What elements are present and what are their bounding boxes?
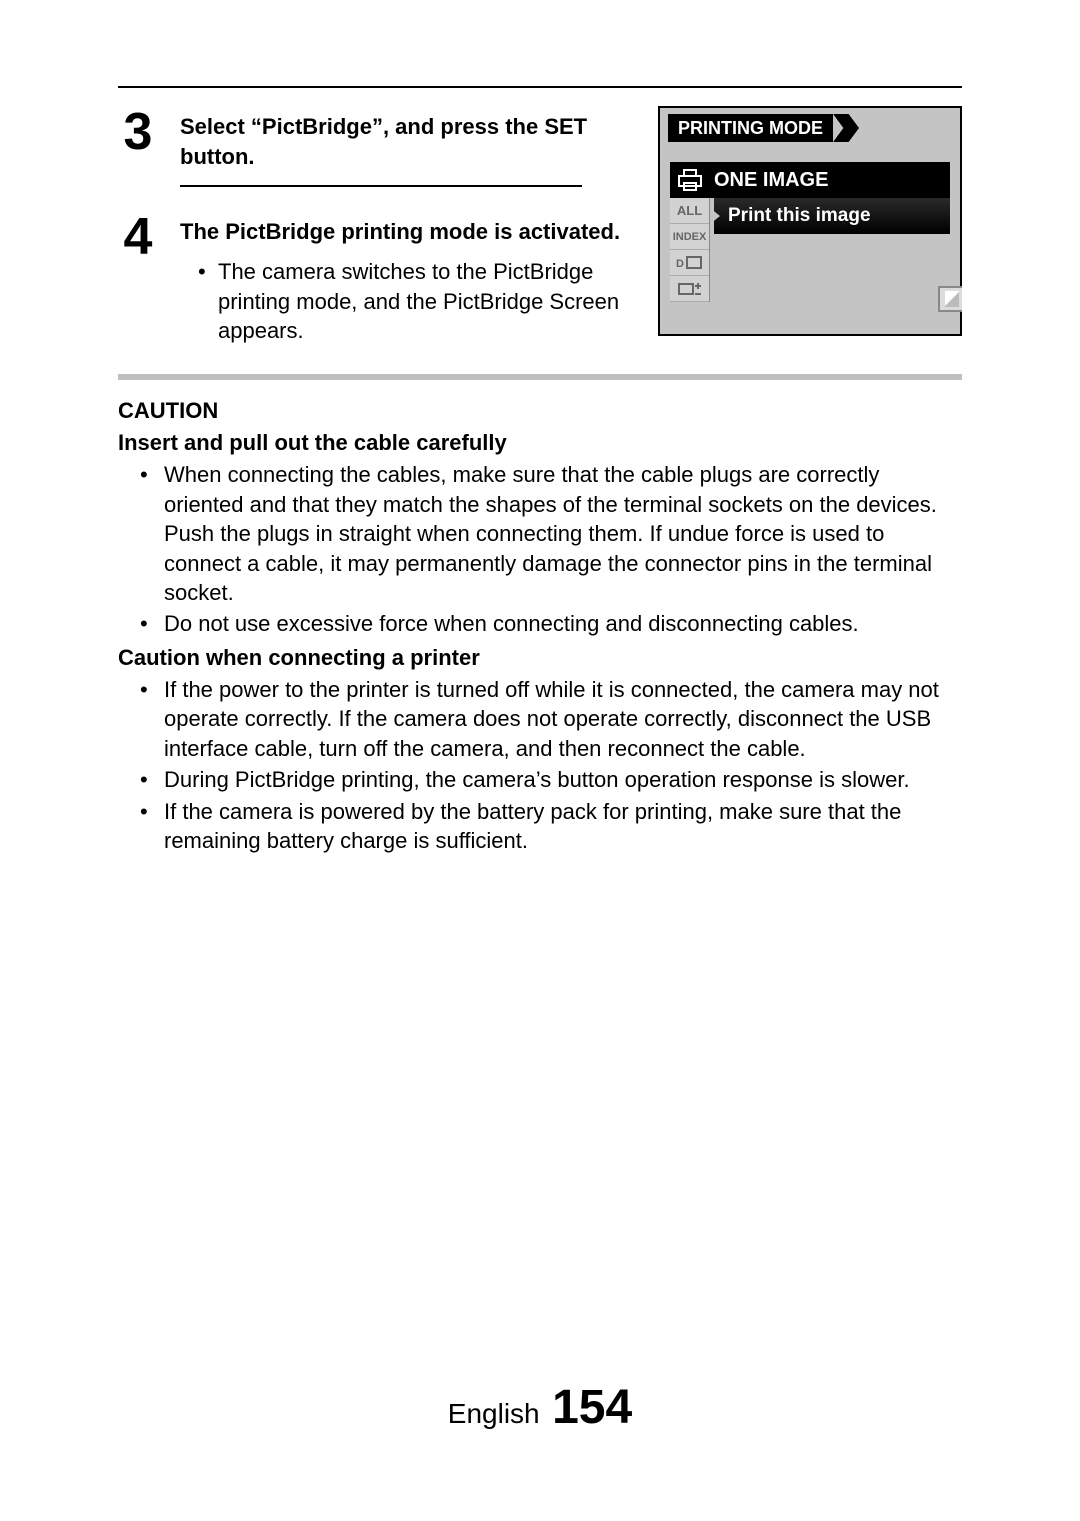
printer-icon <box>676 168 704 192</box>
page-corner-icon <box>938 286 962 312</box>
screen-title: PRINTING MODE <box>678 118 823 139</box>
list-text: Do not use excessive force when connecti… <box>164 609 859 638</box>
footer-page-number: 154 <box>552 1380 632 1435</box>
list-item: • If the camera is powered by the batter… <box>140 797 962 856</box>
step-body: The PictBridge printing mode is activate… <box>180 211 630 346</box>
list-text: If the power to the printer is turned of… <box>164 675 962 763</box>
step-title: The PictBridge printing mode is activate… <box>180 217 630 247</box>
dpof-icon: D <box>670 250 709 276</box>
step-bullets: • The camera switches to the PictBridge … <box>180 257 630 346</box>
menu-side-icons: ALL INDEX D <box>670 198 710 302</box>
menu-selected-label: ONE IMAGE <box>714 169 828 192</box>
bullet-marker: • <box>140 765 154 794</box>
caution-list-1: • When connecting the cables, make sure … <box>118 460 962 639</box>
list-text: During PictBridge printing, the camera’s… <box>164 765 910 794</box>
list-item: • When connecting the cables, make sure … <box>140 460 962 607</box>
bullet-marker: • <box>140 460 154 607</box>
list-item: • If the power to the printer is turned … <box>140 675 962 763</box>
step-body: Select “PictBridge”, and press the SET b… <box>180 106 630 171</box>
page-top-rule <box>118 86 962 88</box>
bullet-text: The camera switches to the PictBridge pr… <box>218 257 630 346</box>
index-icon: INDEX <box>670 224 709 250</box>
settings-icon <box>670 276 709 302</box>
bullet-item: • The camera switches to the PictBridge … <box>198 257 630 346</box>
step-4: 4 The PictBridge printing mode is activa… <box>118 211 630 346</box>
menu-selected-row: ONE IMAGE <box>670 162 950 198</box>
caution-list-2: • If the power to the printer is turned … <box>118 675 962 856</box>
list-text: If the camera is powered by the battery … <box>164 797 962 856</box>
caution-heading: CAUTION <box>118 398 962 424</box>
step-number: 3 <box>118 106 158 158</box>
bullet-marker: • <box>140 797 154 856</box>
step-number: 4 <box>118 211 158 263</box>
bullet-marker: • <box>140 609 154 638</box>
caution-subheading: Insert and pull out the cable carefully <box>118 430 962 456</box>
all-icon: ALL <box>670 198 709 224</box>
caution-subheading: Caution when connecting a printer <box>118 645 962 671</box>
caution-section: CAUTION Insert and pull out the cable ca… <box>118 398 962 856</box>
list-text: When connecting the cables, make sure th… <box>164 460 962 607</box>
svg-text:D: D <box>676 258 684 270</box>
footer-language: English <box>448 1398 540 1430</box>
list-item: • During PictBridge printing, the camera… <box>140 765 962 794</box>
page-footer: English 154 <box>0 1380 1080 1435</box>
manual-page: 3 Select “PictBridge”, and press the SET… <box>0 0 1080 1521</box>
left-column: 3 Select “PictBridge”, and press the SET… <box>118 106 630 346</box>
step-3: 3 Select “PictBridge”, and press the SET… <box>118 106 630 171</box>
list-item: • Do not use excessive force when connec… <box>140 609 962 638</box>
bullet-marker: • <box>198 257 208 346</box>
section-divider <box>118 374 962 380</box>
step-divider <box>180 185 582 187</box>
step-title: Select “PictBridge”, and press the SET b… <box>180 112 630 171</box>
chevron-right-icon <box>833 114 859 142</box>
step-3-and-4-row: 3 Select “PictBridge”, and press the SET… <box>118 106 962 346</box>
screen-title-band: PRINTING MODE <box>668 114 833 142</box>
bullet-marker: • <box>140 675 154 763</box>
menu-description: Print this image <box>728 205 871 227</box>
camera-screen-illustration: PRINTING MODE ONE IMAGE Print this image <box>658 106 962 336</box>
menu-description-row: Print this image <box>714 198 950 234</box>
pointer-icon <box>710 208 720 224</box>
